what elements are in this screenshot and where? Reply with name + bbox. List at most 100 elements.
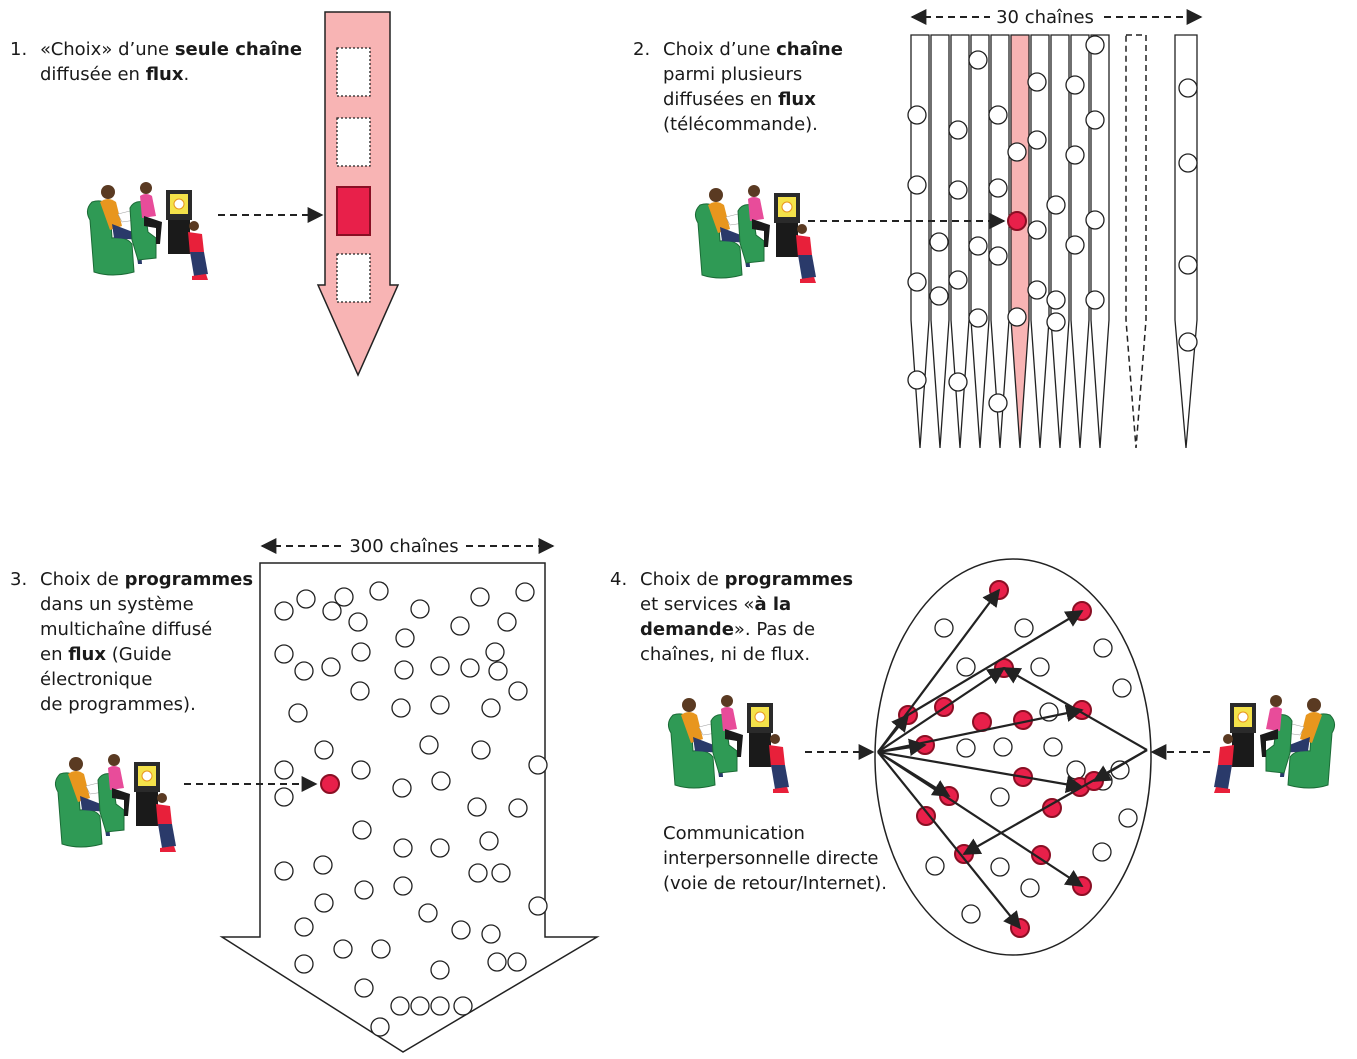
program-circle (1066, 760, 1086, 780)
program-circle (528, 896, 548, 916)
on-demand-request-arrow (877, 751, 1022, 930)
program-circle (485, 642, 505, 662)
program-circle (431, 771, 451, 791)
program-circle (508, 681, 528, 701)
caption-line: 2. Choix d’une chaîne (633, 37, 843, 62)
caption-line: parmi plusieurs (633, 62, 843, 87)
family-illustration (86, 181, 209, 281)
on-demand-request-arrow (907, 610, 1084, 716)
program-circle (460, 658, 480, 678)
family-illustration (694, 184, 817, 284)
caption-panel-2: 2. Choix d’une chaîne parmi plusieurs diffu… (633, 37, 843, 137)
caption-line: en flux (Guide (10, 642, 253, 667)
program-circle (351, 642, 371, 662)
selected-program (320, 774, 340, 794)
program-circle (348, 612, 368, 632)
program-circle (430, 656, 450, 676)
family-illustration (1213, 694, 1336, 794)
caption-text: (Guide (106, 644, 172, 665)
on-demand-program (1031, 845, 1051, 865)
family-illustration (667, 694, 790, 794)
program-circle (1118, 808, 1138, 828)
program-circle (968, 50, 988, 70)
caption-emphasis: flux (778, 89, 816, 110)
on-demand-request-arrow (877, 738, 927, 757)
program-circle (1020, 878, 1040, 898)
program-circle (470, 587, 490, 607)
program-circle (1112, 678, 1132, 698)
program-circle (294, 661, 314, 681)
caption-line: et services «à la (610, 592, 853, 617)
panel-number: 4. (610, 569, 628, 590)
program-circle (410, 996, 430, 1016)
program-circle (390, 996, 410, 1016)
program-circle (333, 939, 353, 959)
family-illustration (54, 753, 177, 853)
panel-number: 1. (10, 39, 28, 60)
caption-line: multichaîne diffusé (10, 617, 253, 642)
program-circle (274, 644, 294, 664)
program-circle (1093, 638, 1113, 658)
program-circle (321, 657, 341, 677)
caption-text: (télécommande). (663, 114, 818, 135)
program-circle (497, 612, 517, 632)
program-circle (1043, 737, 1063, 757)
selected-channel-stream (1010, 34, 1030, 449)
program-circle (393, 838, 413, 858)
program-circle (350, 681, 370, 701)
program-circle (988, 246, 1008, 266)
program-circle (934, 618, 954, 638)
program-circle (314, 740, 334, 760)
program-circle (296, 589, 316, 609)
channel-stream (1090, 34, 1110, 449)
caption-text: en (40, 644, 69, 665)
on-demand-request-arrow (877, 667, 1006, 753)
program-circle (1027, 280, 1047, 300)
program-circle (990, 787, 1010, 807)
caption-text: . (183, 64, 190, 85)
program-slot (336, 253, 371, 303)
program-circle (395, 628, 415, 648)
on-demand-request-arrow (877, 713, 910, 753)
scale-label-300: 300 chaînes (349, 536, 458, 557)
caption-line: électronique (10, 667, 253, 692)
program-circle (288, 703, 308, 723)
program-circle (274, 760, 294, 780)
note-line-2: interpersonnelle directe (663, 848, 879, 869)
program-circle (1085, 110, 1105, 130)
program-circle (948, 270, 968, 290)
selected-program-slot (336, 186, 371, 236)
caption-emphasis: programmes (724, 569, 854, 590)
program-circle (471, 740, 491, 760)
on-demand-request-arrow (877, 751, 951, 797)
interpersonal-note: Communication interpersonnelle directe (… (663, 821, 887, 896)
program-circle (1065, 75, 1085, 95)
program-circle (369, 581, 389, 601)
caption-text: parmi plusieurs (663, 64, 803, 85)
program-circle (988, 393, 1008, 413)
program-circle (1030, 657, 1050, 677)
program-circle (929, 286, 949, 306)
caption-line: (télécommande). (633, 112, 843, 137)
caption-text: diffusée en (40, 64, 146, 85)
scale-label-30: 30 chaînes (996, 7, 1094, 28)
program-circle (391, 698, 411, 718)
program-circle (274, 861, 294, 881)
caption-text: diffusées en (663, 89, 779, 110)
caption-emphasis: programmes (124, 569, 254, 590)
scale-label-bg (343, 534, 465, 558)
caption-line: 4. Choix de programmes (610, 567, 853, 592)
program-circle (313, 855, 333, 875)
on-demand-request-arrow (1092, 749, 1148, 782)
scale-label-bg (990, 6, 1100, 28)
caption-text: Choix d’une (663, 39, 777, 60)
caption-text: Choix de (40, 569, 125, 590)
program-circle (1027, 220, 1047, 240)
on-demand-request-arrow (1002, 667, 1148, 751)
program-circle (394, 660, 414, 680)
caption-text: chaînes, ni de flux. (640, 644, 811, 665)
program-circle (948, 120, 968, 140)
caption-emphasis: à la (754, 594, 792, 615)
program-circle (487, 952, 507, 972)
